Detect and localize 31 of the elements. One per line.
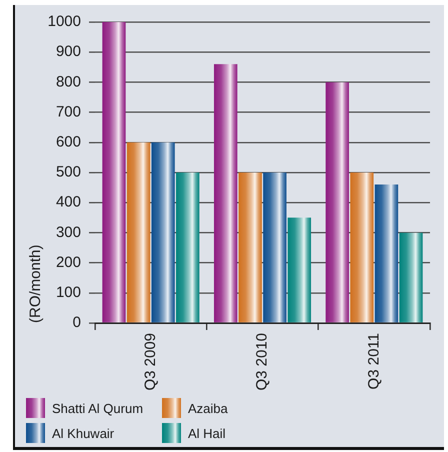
y-tick-label: 1000 <box>48 13 81 30</box>
y-tick-label: 300 <box>56 224 81 241</box>
y-tick-label: 600 <box>56 134 81 151</box>
bar <box>126 142 150 322</box>
bar <box>176 172 200 322</box>
legend-label: Al Khuwair <box>52 426 114 440</box>
bar <box>350 172 374 322</box>
x-tick-label: Q3 2010 <box>254 333 271 391</box>
bar <box>214 64 238 322</box>
bar <box>151 142 175 322</box>
y-tick-label: 800 <box>56 73 81 90</box>
legend-label: Al Hail <box>188 426 226 440</box>
y-tick-label: 0 <box>72 314 81 332</box>
bar <box>102 22 126 322</box>
y-tick-label: 200 <box>56 254 81 271</box>
y-tick-label: 100 <box>56 284 81 302</box>
x-tick-label: Q3 2011 <box>365 333 382 390</box>
bar <box>238 172 262 322</box>
y-tick-label: 400 <box>56 194 81 211</box>
x-tick-label: Q3 2009 <box>142 333 159 391</box>
y-tick-label: 700 <box>56 103 81 120</box>
bar <box>374 184 398 322</box>
y-axis-title: (RO/month) <box>27 244 44 323</box>
bar <box>326 82 349 322</box>
legend-label: Shatti Al Qurum <box>52 400 144 416</box>
bar <box>399 232 423 322</box>
legend-label: Azaiba <box>188 400 228 416</box>
y-tick-label: 900 <box>56 43 81 60</box>
bar <box>288 218 312 322</box>
bar <box>263 172 286 322</box>
y-tick-label: 500 <box>56 164 81 181</box>
